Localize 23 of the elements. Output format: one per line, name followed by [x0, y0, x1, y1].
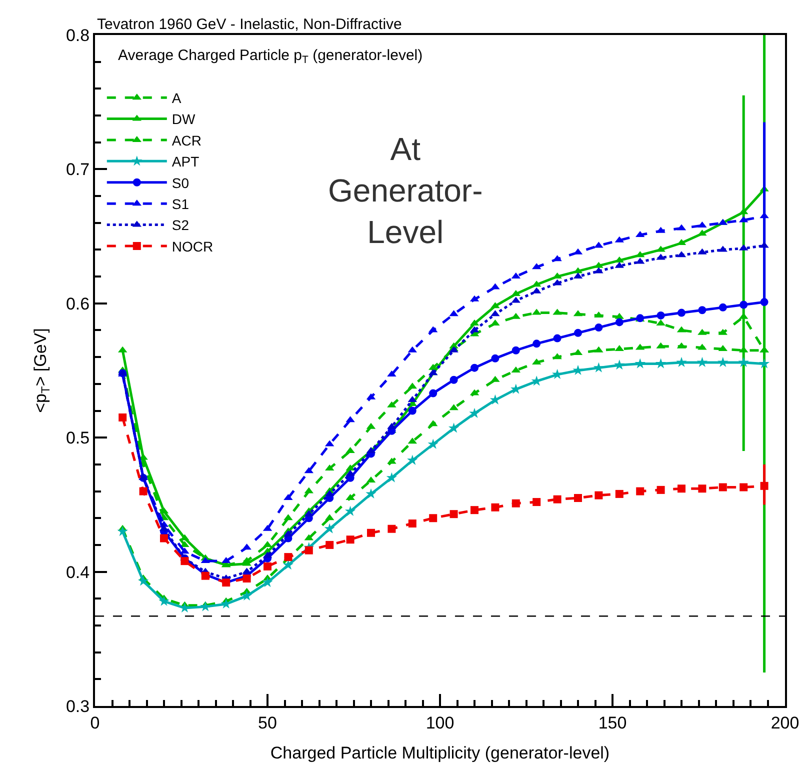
- legend-label: APT: [172, 154, 200, 170]
- x-tick-label: 100: [426, 713, 454, 732]
- annotation: At Generator-Level: [328, 131, 483, 250]
- y-tick-label: 0.8: [66, 26, 90, 45]
- y-tick-label: 0.6: [66, 294, 90, 314]
- y-tick-label: 0.5: [66, 428, 90, 448]
- legend-label: ACR: [172, 132, 202, 148]
- y-tick-label: 0.7: [66, 160, 90, 180]
- legend-label: S0: [172, 174, 190, 191]
- y-tick-label: 0.3: [66, 696, 90, 716]
- x-tick-label: 0: [90, 713, 100, 732]
- legend-label: S2: [172, 217, 190, 234]
- y-tick-label: 0.4: [66, 562, 90, 582]
- text: Average Charged Particle p$_{T}$ (generator-level): [118, 47, 423, 66]
- x-tick-label: 50: [258, 713, 277, 732]
- x-tick-label: 200: [770, 713, 800, 732]
- legend-label: DW: [172, 111, 196, 128]
- x-axis-title: Charged Particle Multiplicity (generator-level): [270, 743, 610, 762]
- legend-label: NOCR: [172, 238, 214, 254]
- chart-title: Tevatron 1960 GeV - Inelastic, Non-Diffractive: [97, 16, 402, 33]
- x-tick-label: 150: [598, 713, 627, 732]
- legend-label: S1: [172, 196, 190, 212]
- legend-label: A: [172, 90, 182, 106]
